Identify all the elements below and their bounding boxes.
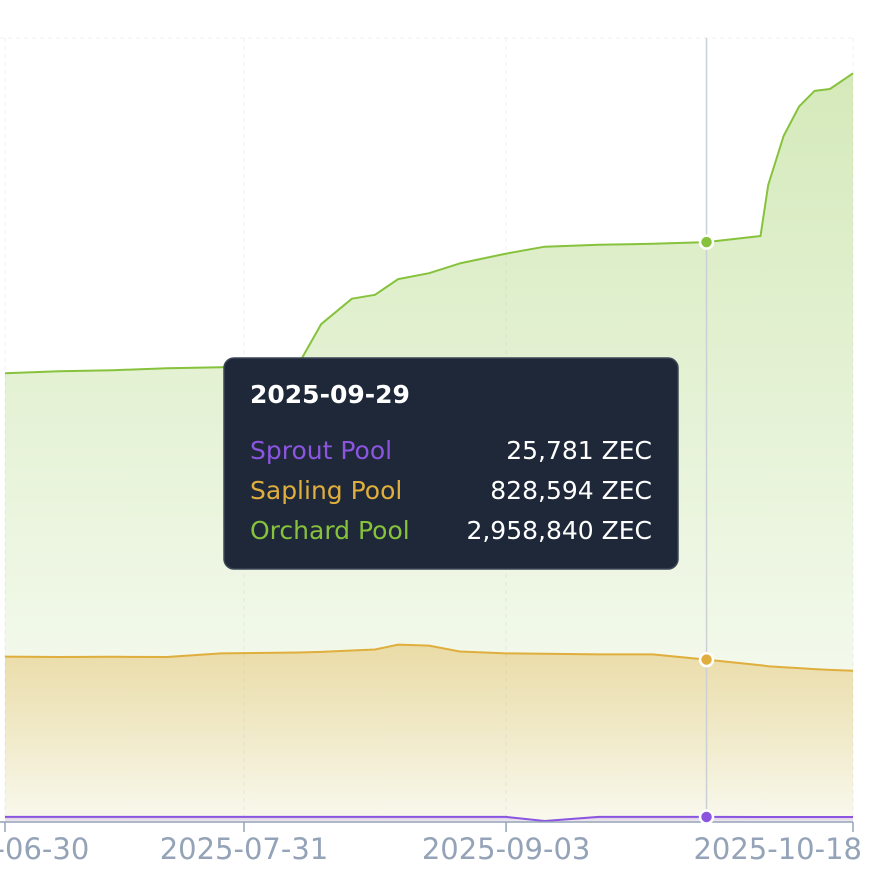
line: [4, 643, 854, 672]
x-tick-label: 2025-09-03: [422, 832, 591, 866]
tooltip: 2025-09-29 Sprout Pool 25,781 ZEC Sapling P…: [223, 357, 679, 570]
tooltip-value: 25,781 ZEC: [506, 436, 652, 465]
line: [5, 815, 853, 822]
x-tick-label: 2025-07-31: [160, 832, 329, 866]
hover-marker: [698, 234, 715, 250]
tooltip-series-name: Sapling Pool: [250, 476, 402, 505]
tooltip-box: [223, 357, 679, 570]
hover-marker: [698, 809, 715, 825]
x-tick-label: 2025-10-18: [693, 832, 862, 866]
tooltip-title: 2025-09-29: [250, 380, 410, 409]
x-tick-label: 2025-06-30: [0, 832, 89, 866]
hover-marker: [698, 651, 715, 668]
tooltip-value: 828,594 ZEC: [490, 476, 652, 505]
tooltip-series-name: Orchard Pool: [250, 516, 410, 545]
area: [5, 644, 853, 822]
line: [4, 72, 854, 375]
tooltip-series-name: Sprout Pool: [250, 436, 392, 465]
tooltip-value: 2,958,840 ZEC: [466, 516, 652, 545]
area: [5, 816, 853, 822]
